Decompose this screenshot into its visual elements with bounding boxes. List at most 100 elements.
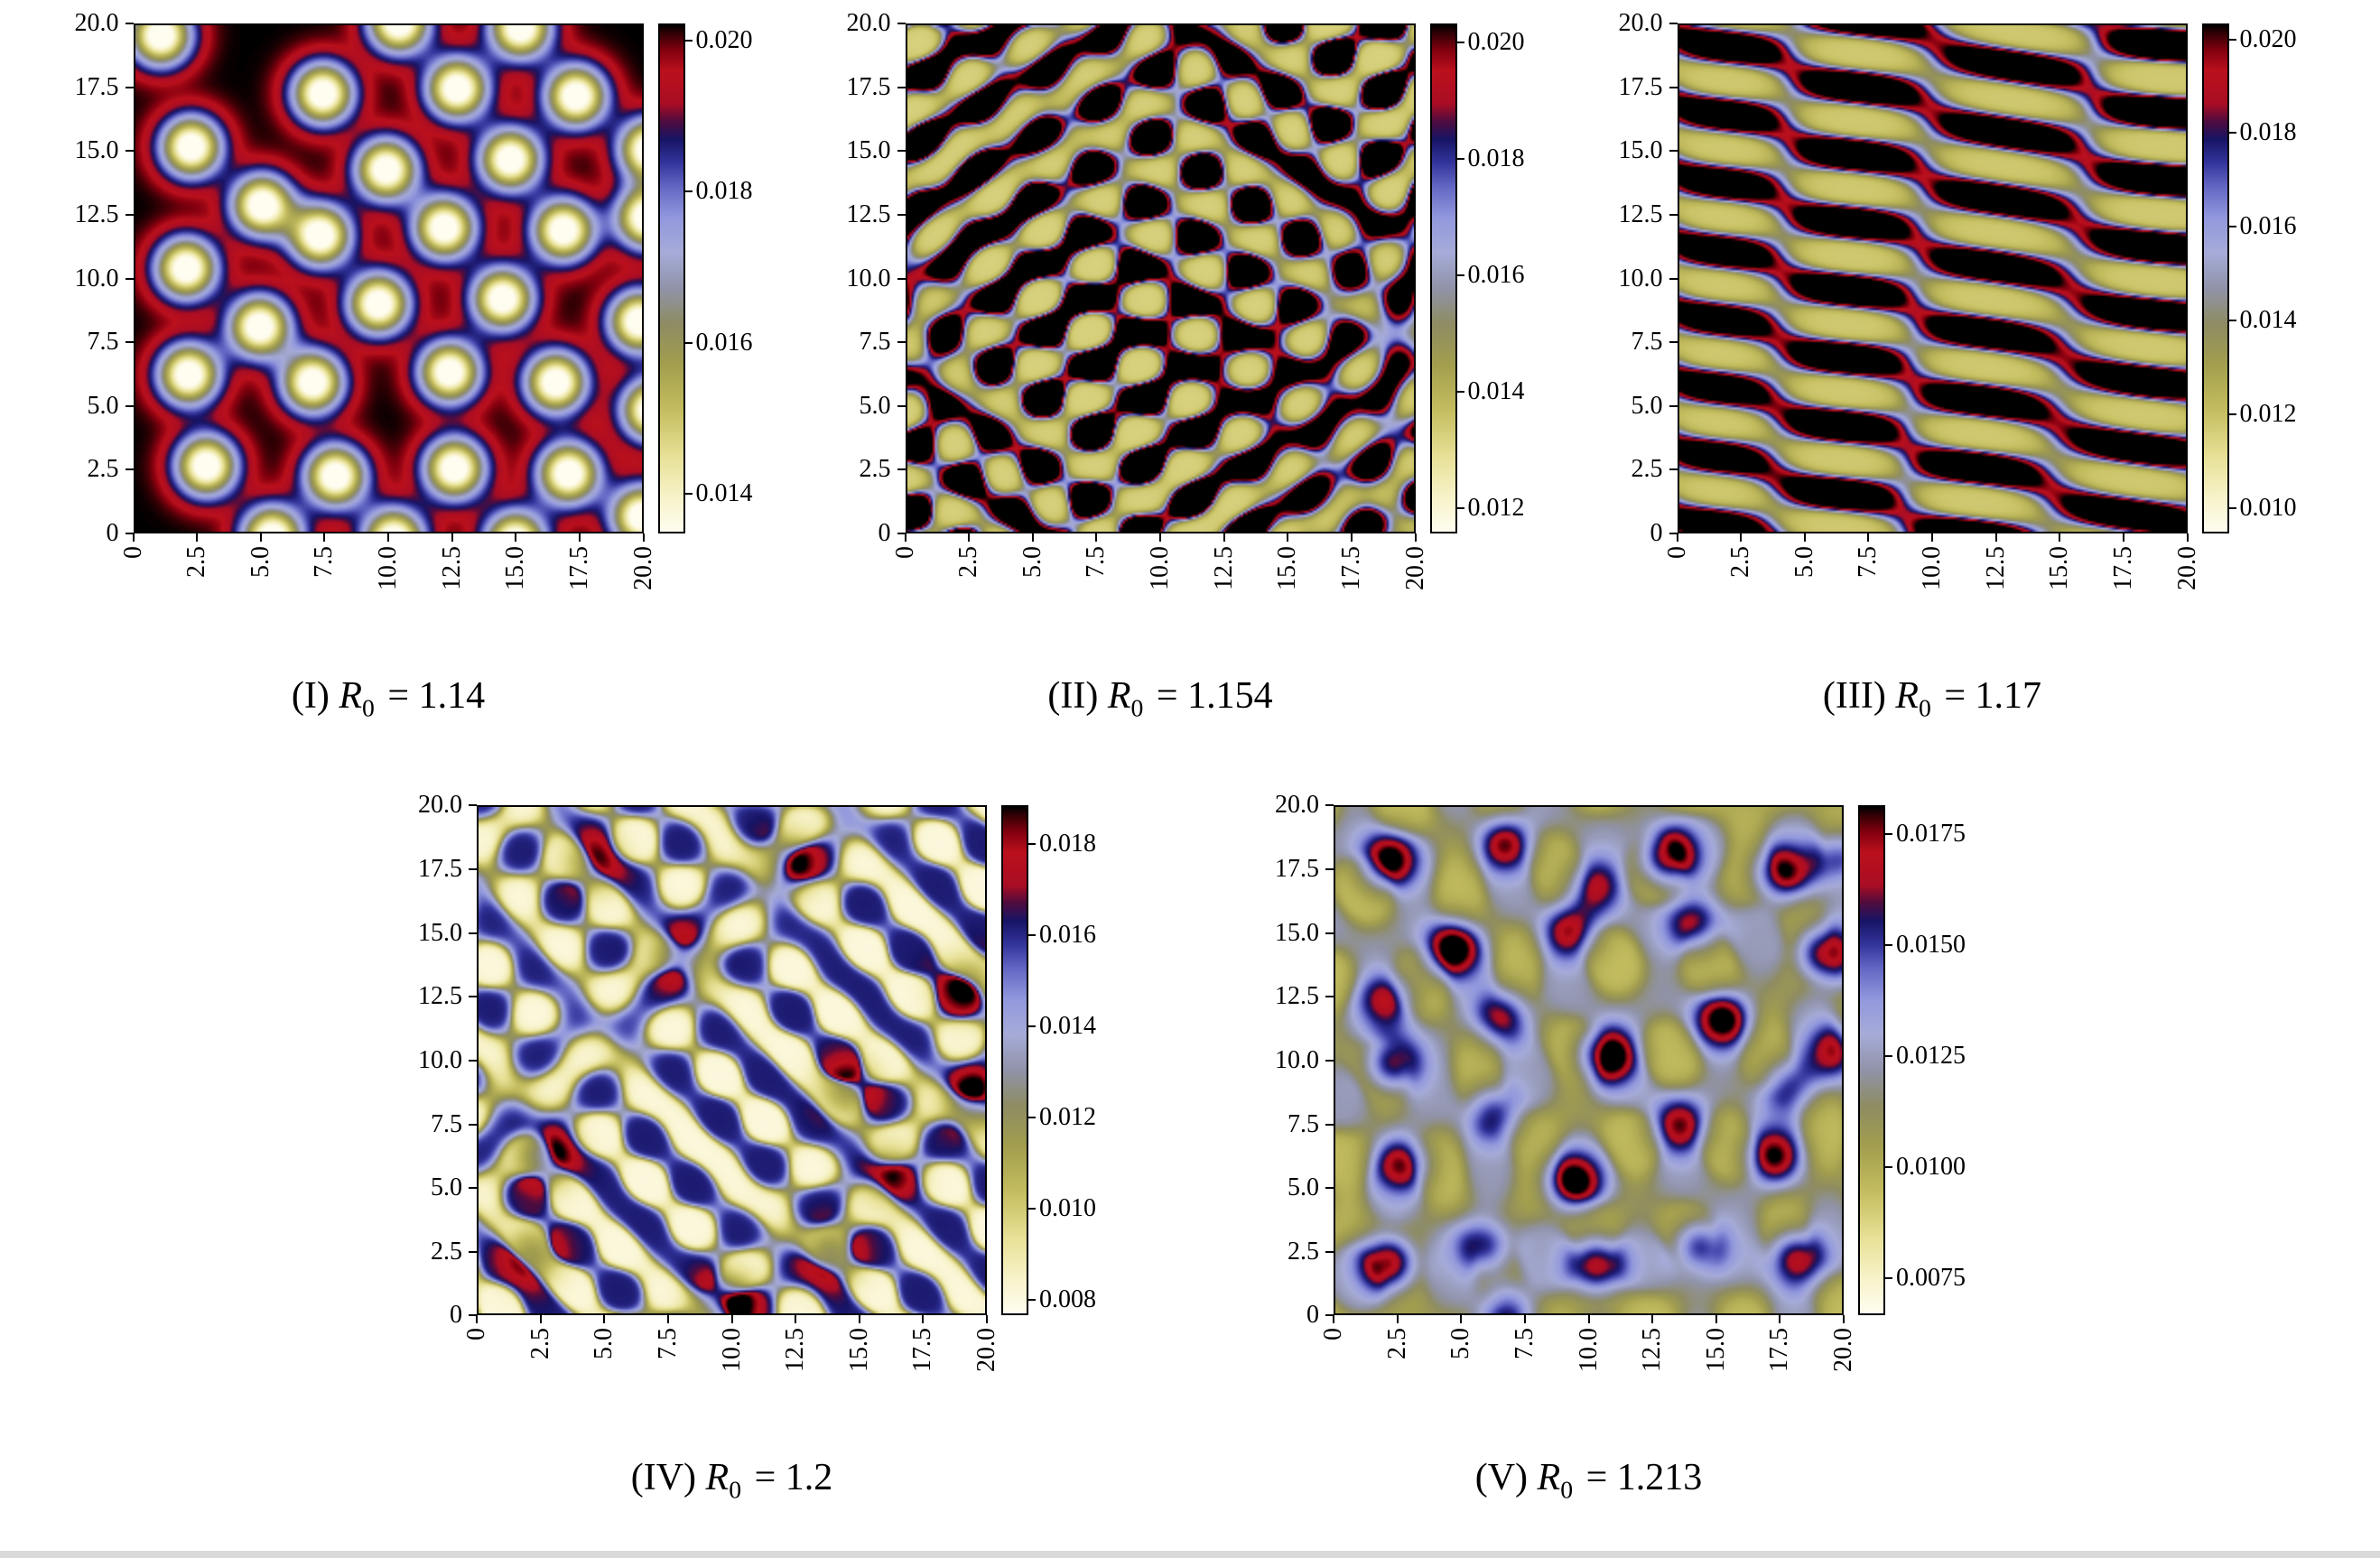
y-tick-label: 7.5: [87, 328, 119, 357]
panel-IV-heatmap: [477, 805, 987, 1316]
colorbar-tick-mark: [2228, 38, 2236, 41]
x-tick-mark: [968, 533, 971, 542]
y-tick-label: 0: [878, 518, 891, 547]
x-tick-label: 12.5: [437, 546, 466, 590]
y-tick-label: 20.0: [846, 8, 891, 37]
y-tick-mark: [1669, 277, 1678, 280]
colorbar-tick-mark: [684, 39, 693, 42]
colorbar-tick-label: 0.0150: [1896, 930, 1966, 959]
colorbar-tick-label: 0.014: [1039, 1011, 1096, 1040]
panel-III: 20.0 17.5 15.0 12.5 10.0 7.5 5.0 2.5 0 0.020 0.01…: [1602, 9, 2323, 722]
x-tick-label: 15.0: [501, 546, 530, 590]
y-tick-mark: [897, 341, 906, 344]
colorbar-tick-mark: [1028, 1208, 1036, 1210]
y-tick-label: 5.0: [431, 1173, 462, 1202]
y-tick-label: 5.0: [1288, 1173, 1319, 1202]
colorbar-tick-mark: [1885, 832, 1892, 835]
colorbar-tick-mark: [2228, 132, 2236, 134]
panel-III-x-axis: 0 2.5 5.0 7.5 10.0 12.5 15.0 17.5 20.0: [1663, 533, 2201, 635]
colorbar-tick-label: 0.0100: [1896, 1152, 1966, 1181]
x-tick-mark: [2059, 533, 2061, 542]
y-tick-label: 7.5: [431, 1109, 462, 1138]
x-tick-label: 7.5: [310, 546, 339, 578]
panel-IV-caption: (IV) R0 = 1.2: [477, 1456, 987, 1504]
x-tick-label: 2.5: [182, 546, 211, 578]
panel-V-y-axis: 20.0 17.5 15.0 12.5 10.0 7.5 5.0 2.5 0: [1258, 791, 1334, 1329]
colorbar-tick-label: 0.010: [1039, 1194, 1096, 1223]
x-tick-mark: [1587, 1315, 1590, 1324]
panel-III-y-axis: 20.0 17.5 15.0 12.5 10.0 7.5 5.0 2.5 0: [1602, 9, 1678, 547]
y-tick-mark: [469, 1059, 477, 1062]
figure-row-1: 20.0 17.5 15.0 12.5 10.0 7.5 5.0 2.5 0 0.020 0.01…: [0, 0, 2380, 722]
panel-IV-x-axis: 0 2.5 5.0 7.5 10.0 12.5 15.0 17.5 20.0: [462, 1315, 1000, 1416]
x-tick-mark: [1159, 533, 1161, 542]
y-tick-mark: [125, 341, 134, 344]
panel-II-caption: (II) R0 = 1.154: [906, 674, 1416, 722]
x-tick-label: 0: [118, 546, 147, 559]
y-tick-mark: [897, 213, 906, 216]
colorbar-tick-label: 0.018: [695, 177, 753, 206]
panel-II: 20.0 17.5 15.0 12.5 10.0 7.5 5.0 2.5 0 0.020 0.01…: [830, 9, 1551, 722]
x-tick-mark: [1740, 533, 1743, 542]
x-tick-mark: [1396, 1315, 1399, 1324]
x-tick-label: 20.0: [972, 1328, 1000, 1373]
panel-I: 20.0 17.5 15.0 12.5 10.0 7.5 5.0 2.5 0 0.020 0.01…: [58, 9, 779, 722]
colorbar-tick-label: 0.010: [2239, 494, 2297, 523]
y-tick-label: 10.0: [1275, 1045, 1319, 1074]
x-tick-mark: [1460, 1315, 1463, 1324]
y-tick-label: 20.0: [74, 8, 119, 37]
x-tick-label: 7.5: [1082, 546, 1111, 578]
caption-index: (II): [1047, 675, 1099, 717]
y-tick-mark: [125, 533, 134, 534]
panel-IV-y-axis: 20.0 17.5 15.0 12.5 10.0 7.5 5.0 2.5 0: [401, 791, 477, 1329]
x-tick-label: 2.5: [1726, 546, 1755, 578]
y-tick-mark: [469, 1187, 477, 1190]
y-tick-label: 10.0: [1618, 264, 1663, 292]
y-tick-label: 20.0: [1275, 791, 1319, 820]
y-tick-label: 2.5: [859, 455, 891, 484]
y-tick-mark: [897, 150, 906, 153]
y-tick-label: 0: [1650, 518, 1663, 547]
colorbar-tick-mark: [1885, 1277, 1892, 1280]
x-tick-label: 12.5: [1638, 1328, 1667, 1373]
colorbar-tick-label: 0.014: [1467, 377, 1525, 406]
x-tick-mark: [1414, 533, 1417, 542]
x-tick-label: 5.0: [1018, 546, 1046, 578]
y-tick-label: 2.5: [431, 1237, 462, 1266]
y-tick-label: 17.5: [418, 854, 462, 883]
colorbar-tick-mark: [1456, 42, 1464, 44]
colorbar-tick-mark: [1028, 933, 1036, 936]
x-tick-label: 17.5: [1336, 546, 1365, 590]
y-tick-mark: [897, 468, 906, 471]
x-tick-mark: [1031, 533, 1034, 542]
y-tick-label: 17.5: [74, 72, 119, 101]
panel-I-y-axis: 20.0 17.5 15.0 12.5 10.0 7.5 5.0 2.5 0: [58, 9, 134, 547]
y-tick-mark: [897, 533, 906, 534]
x-tick-mark: [196, 533, 199, 542]
y-tick-label: 7.5: [1631, 328, 1663, 357]
y-tick-mark: [1669, 23, 1678, 24]
x-tick-mark: [730, 1315, 733, 1324]
panel-IV-heatmap-canvas: [479, 807, 985, 1314]
y-tick-mark: [1325, 868, 1334, 871]
y-tick-mark: [1325, 932, 1334, 934]
x-tick-mark: [515, 533, 517, 542]
x-tick-label: 2.5: [1382, 1328, 1411, 1360]
x-tick-mark: [1803, 533, 1806, 542]
x-tick-mark: [1523, 1315, 1526, 1324]
x-tick-label: 0: [890, 546, 919, 559]
panel-IV: 20.0 17.5 15.0 12.5 10.0 7.5 5.0 2.5 0 0.018 0.01…: [401, 791, 1122, 1504]
colorbar-tick-mark: [684, 493, 693, 496]
y-tick-mark: [1325, 804, 1334, 807]
y-tick-mark: [1325, 996, 1334, 998]
colorbar-tick-mark: [1456, 274, 1464, 277]
y-tick-mark: [897, 23, 906, 24]
x-tick-mark: [539, 1315, 542, 1324]
y-tick-label: 0: [106, 518, 119, 547]
panel-V-colorbar: 0.0175 0.0150 0.0125 0.0100 0.0075: [1858, 805, 1966, 1316]
y-tick-mark: [1325, 1314, 1334, 1317]
y-tick-mark: [125, 277, 134, 280]
x-tick-label: 20.0: [628, 546, 657, 590]
y-tick-mark: [469, 868, 477, 871]
panel-II-heatmap-canvas: [906, 25, 1414, 532]
